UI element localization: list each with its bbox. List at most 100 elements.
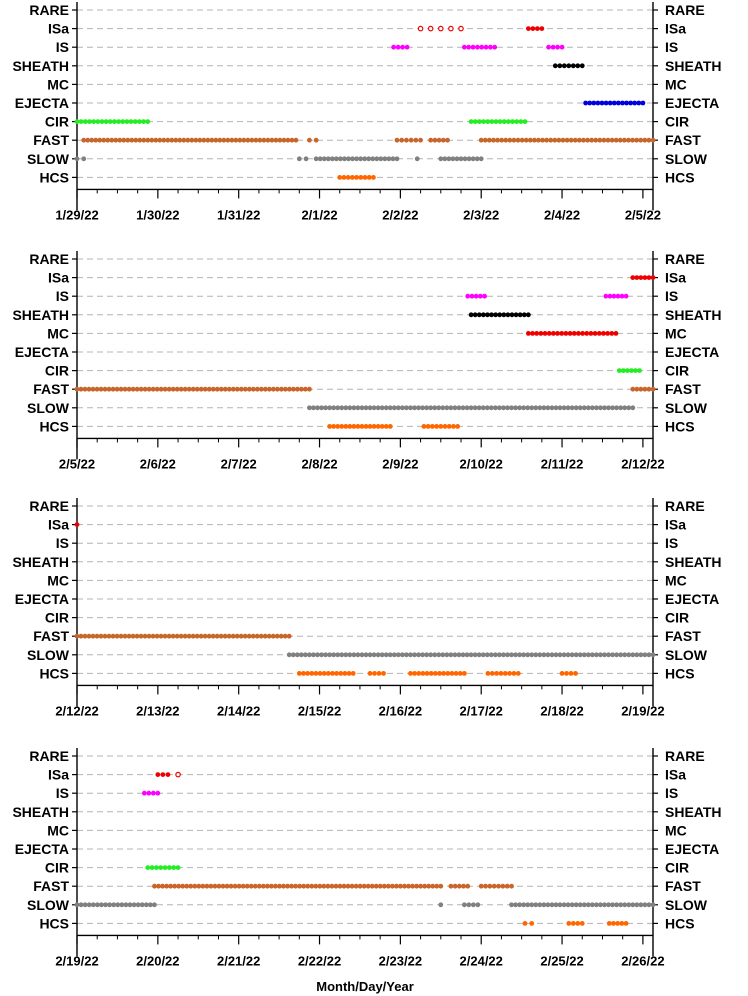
data-point (262, 633, 268, 639)
data-point (615, 100, 621, 106)
data-point (117, 137, 123, 143)
data-point (534, 26, 540, 31)
data-point (110, 633, 116, 639)
data-point (466, 902, 472, 908)
y-tick-label-left: SLOW (27, 647, 70, 663)
y-tick-label-right: ISa (665, 767, 686, 783)
data-point (145, 137, 151, 143)
interval-hcs (421, 424, 461, 429)
interval-cir (616, 368, 642, 373)
interval-fast (478, 883, 514, 889)
data-point (95, 119, 101, 124)
data-point (509, 652, 514, 658)
data-point (317, 671, 323, 676)
data-point (615, 293, 621, 299)
data-point (289, 137, 295, 143)
data-point (642, 652, 648, 658)
x-tick-label: 2/3/22 (463, 207, 499, 222)
data-point (342, 671, 348, 676)
y-tick-label-right: IS (665, 39, 678, 55)
data-point (387, 424, 393, 429)
data-point (391, 44, 397, 50)
data-point (448, 405, 454, 411)
data-point (548, 137, 554, 143)
data-point (233, 137, 239, 143)
y-tick-label-right: MC (665, 76, 687, 92)
data-point (408, 137, 414, 143)
data-point (587, 100, 593, 106)
data-point (507, 671, 513, 676)
data-point (349, 883, 355, 889)
data-point (605, 331, 611, 336)
data-point (402, 883, 407, 889)
interval-slow (296, 156, 309, 162)
data-point (236, 883, 242, 889)
data-point (529, 652, 535, 658)
data-point (142, 633, 148, 639)
y-tick-label-left: SHEATH (12, 58, 69, 74)
data-point (379, 652, 385, 658)
data-point (174, 633, 180, 639)
data-point (636, 100, 642, 106)
data-point (500, 883, 506, 889)
x-tick-label: 2/1/22 (301, 207, 337, 222)
data-point (182, 386, 188, 392)
data-point (180, 883, 186, 889)
data-point (565, 652, 571, 658)
data-point (426, 883, 432, 889)
data-point (394, 137, 400, 143)
data-point (313, 156, 319, 162)
data-point (113, 137, 119, 143)
data-point (420, 671, 426, 676)
data-point (74, 386, 80, 392)
data-point (468, 312, 474, 318)
y-tick-label-left: FAST (33, 878, 69, 894)
data-point (162, 633, 168, 639)
data-point (428, 652, 434, 658)
data-point (81, 156, 87, 162)
data-point (581, 137, 586, 143)
data-point (484, 405, 490, 411)
data-point (294, 386, 300, 392)
data-point (89, 137, 95, 143)
data-point (525, 652, 531, 658)
data-point (126, 386, 132, 392)
data-point (513, 405, 518, 411)
data-point (190, 386, 196, 392)
data-point (412, 652, 417, 658)
data-point (607, 100, 613, 106)
data-point (149, 137, 155, 143)
data-point (273, 883, 278, 889)
data-point (204, 883, 210, 889)
data-point (175, 865, 181, 870)
data-point (382, 156, 388, 162)
data-point (285, 137, 291, 143)
data-point (98, 386, 104, 392)
data-point (161, 137, 167, 143)
data-point (277, 883, 282, 889)
data-point (638, 275, 644, 280)
data-point (331, 652, 337, 658)
data-point (438, 424, 444, 429)
y-tick-label-left: CIR (45, 114, 69, 130)
data-point (118, 386, 124, 392)
data-point (286, 386, 292, 392)
data-point (182, 633, 188, 639)
data-point (366, 175, 372, 180)
data-point (290, 386, 296, 392)
data-point (545, 902, 551, 908)
data-point (274, 633, 280, 639)
data-point (321, 883, 327, 889)
y-tick-label-left: RARE (29, 748, 69, 764)
data-point (475, 902, 481, 908)
y-tick-label-left: CIR (45, 610, 69, 626)
y-tick-label-right: IS (665, 288, 678, 304)
data-point (465, 293, 471, 299)
data-point (446, 156, 452, 162)
data-point (367, 671, 373, 676)
data-point (299, 386, 304, 392)
data-point (242, 633, 248, 639)
data-point (234, 633, 240, 639)
data-point (478, 137, 484, 143)
data-point (564, 671, 569, 676)
